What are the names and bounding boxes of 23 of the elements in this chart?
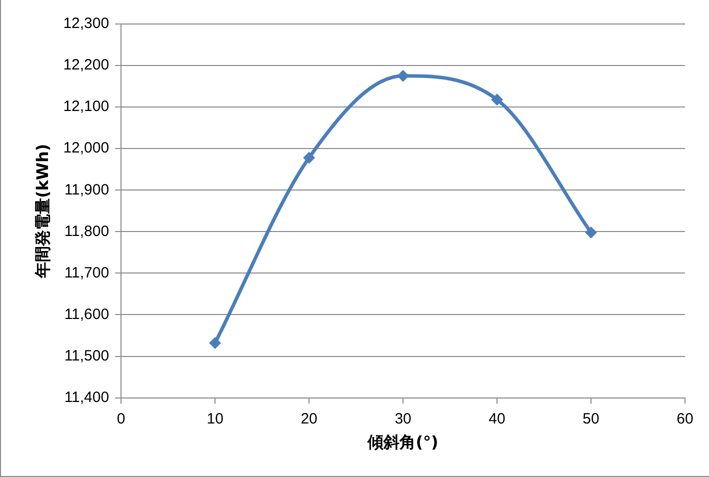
x-tick-label: 50 — [582, 410, 600, 428]
point — [585, 226, 598, 238]
y-tick-label: 12,300 — [63, 15, 110, 32]
x-tick-label: 30 — [394, 410, 412, 428]
point — [491, 94, 504, 106]
y-tick-label: 11,400 — [64, 388, 110, 406]
x-tick-label: 10 — [206, 410, 224, 428]
y-tick-label: 12,000 — [63, 140, 110, 157]
x-tick-label: 20 — [300, 410, 318, 428]
y-axis-title: 年間発電量(kWh) — [32, 144, 52, 280]
y-tick-label: 11,900 — [64, 181, 110, 198]
x-axis-title: 傾斜角(°) — [366, 432, 438, 452]
point — [209, 336, 222, 349]
y-tick-label: 12,100 — [63, 98, 110, 116]
x-tick-label: 60 — [676, 410, 694, 428]
y-tick-label: 12,200 — [63, 56, 110, 74]
y-tick-label: 11,600 — [64, 306, 110, 323]
y-tick-label: 11,700 — [64, 264, 110, 282]
x-tick-label: 40 — [488, 410, 506, 428]
y-tick-label: 11,500 — [64, 347, 110, 364]
point — [303, 152, 316, 164]
x-tick-label: 0 — [116, 410, 126, 428]
y-tick-label: 11,800 — [64, 222, 110, 240]
